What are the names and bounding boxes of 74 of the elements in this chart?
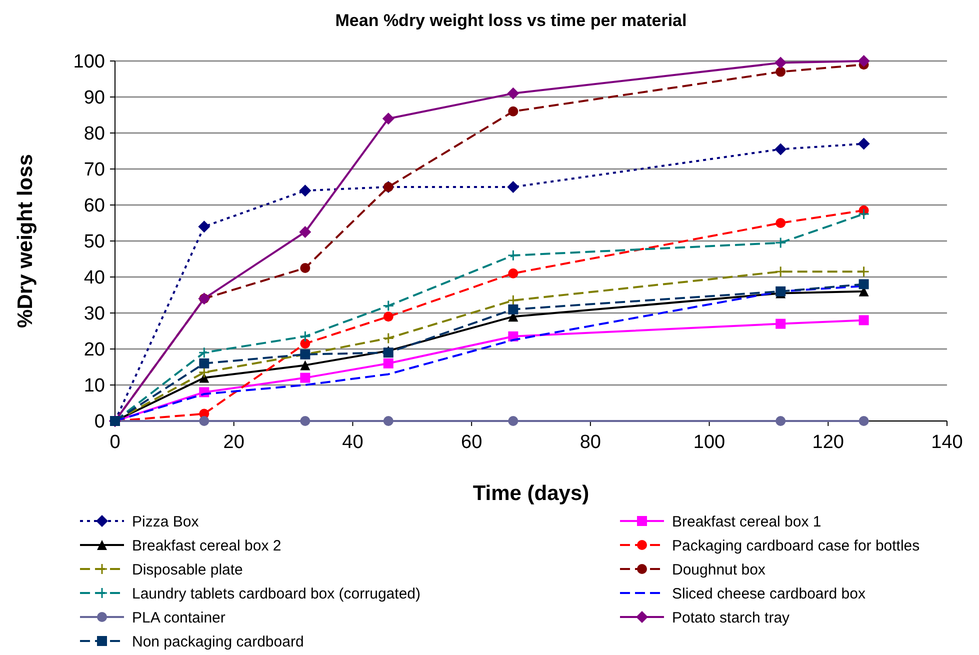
- point: [300, 416, 310, 426]
- y-tick-label: 90: [84, 88, 105, 109]
- point: [198, 366, 210, 378]
- point: [299, 226, 312, 238]
- y-tick-label: 10: [84, 376, 105, 397]
- y-tick-label: 20: [84, 340, 105, 361]
- y-tick-label: 60: [84, 196, 105, 217]
- point: [383, 312, 394, 322]
- point: [508, 268, 518, 278]
- y-tick-label: 40: [84, 268, 105, 289]
- x-tick-label: 120: [812, 432, 844, 453]
- point: [858, 138, 870, 150]
- point: [776, 416, 786, 426]
- point: [774, 266, 786, 278]
- point: [774, 56, 787, 69]
- y-tick-label: 100: [73, 52, 105, 73]
- legend-label: Packaging cardboard case for bottles: [672, 537, 920, 554]
- point: [774, 143, 787, 156]
- legend-label: PLA container: [132, 609, 226, 626]
- legend-label: Potato starch tray: [672, 609, 790, 626]
- point: [383, 358, 394, 368]
- point: [858, 315, 869, 326]
- y-tick-label: 50: [84, 232, 105, 253]
- legend-label: Non packaging cardboard: [132, 633, 304, 650]
- point: [382, 332, 394, 344]
- point: [507, 250, 519, 262]
- x-tick-label: 20: [223, 432, 244, 453]
- x-tick-label: 40: [342, 432, 364, 453]
- x-tick-label: 140: [931, 432, 963, 453]
- y-tick-label: 70: [84, 160, 105, 181]
- point: [198, 220, 210, 233]
- point: [508, 304, 518, 314]
- point: [508, 106, 518, 116]
- y-tick-label: 80: [84, 124, 105, 145]
- point: [508, 416, 518, 426]
- point: [199, 416, 210, 426]
- point: [507, 87, 520, 100]
- point: [300, 360, 310, 370]
- legend-label: Laundry tablets cardboard box (corrugated): [132, 585, 421, 602]
- legend-label: Sliced cheese cardboard box: [672, 585, 866, 602]
- point: [776, 66, 786, 77]
- legend-label: Doughnut box: [672, 561, 766, 578]
- legend-label: Pizza Box: [132, 513, 200, 530]
- point: [776, 318, 786, 329]
- point: [300, 372, 310, 383]
- point: [507, 181, 520, 193]
- legend-label: Breakfast cereal box 2: [132, 537, 282, 554]
- point: [858, 55, 870, 67]
- legend-label: Disposable plate: [132, 561, 243, 578]
- point: [858, 208, 870, 220]
- legend-label: Breakfast cereal box 1: [672, 513, 822, 530]
- point: [858, 416, 869, 426]
- point: [774, 237, 786, 249]
- point: [383, 416, 394, 426]
- point: [300, 338, 310, 349]
- x-tick-label: 100: [693, 432, 726, 453]
- point: [198, 346, 210, 358]
- point: [299, 184, 312, 197]
- x-axis-title: Time (days): [472, 482, 590, 505]
- x-tick-label: 0: [110, 432, 120, 453]
- point: [299, 330, 311, 342]
- point: [199, 358, 210, 368]
- point: [776, 218, 786, 228]
- point: [858, 266, 870, 278]
- y-axis-title: %Dry weight loss: [14, 154, 37, 328]
- x-tick-label: 60: [461, 432, 482, 453]
- point: [858, 279, 869, 290]
- y-tick-label: 0: [94, 412, 105, 433]
- y-tick-label: 30: [84, 304, 105, 325]
- chart-title: Mean %dry weight loss vs time per material: [335, 11, 687, 30]
- x-tick-label: 80: [580, 432, 601, 453]
- point: [382, 300, 394, 312]
- point: [382, 112, 394, 125]
- point: [300, 263, 310, 273]
